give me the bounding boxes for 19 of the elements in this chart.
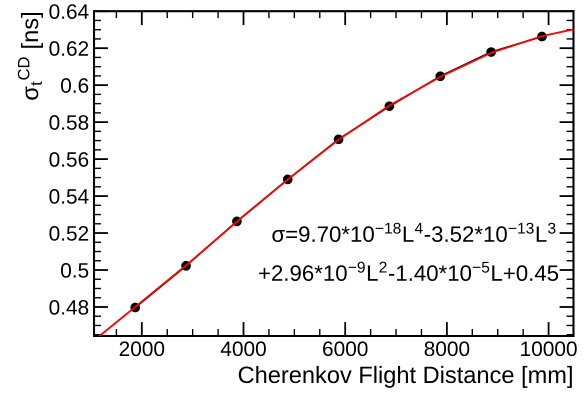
- x-tick-label: 10000: [521, 341, 577, 356]
- x-tick-label: 4000: [220, 341, 266, 356]
- x-axis-title: Cherenkov Flight Distance [mm]: [238, 366, 572, 388]
- y-tick-label: 0.54: [49, 189, 89, 204]
- y-tick-label: 0.5: [61, 263, 88, 278]
- y-tick-label: 0.52: [49, 226, 88, 241]
- y-tick-label: 0.6: [61, 78, 88, 93]
- y-tick-label: 0.48: [49, 300, 88, 315]
- y-tick-label: 0.64: [49, 4, 89, 19]
- y-tick-label: 0.58: [49, 115, 88, 130]
- y-tick-label: 0.56: [49, 152, 88, 167]
- y-axis-title: σ$_{t}$$^{CD}$ [ns]: [18, 13, 43, 100]
- x-tick-label: 2000: [120, 341, 164, 356]
- x-tick-label: 8000: [424, 341, 470, 356]
- annotation: +2.96*10$^{−9}$L$^{2}$-1.40*10$^{−5}$L+0.45: [259, 262, 558, 281]
- line-series: [98, 28, 574, 336]
- annotation: σ=9.70*10$^{−18}$L$^{4}$-3.52*10$^{−13}$L$^{3}$: [272, 222, 556, 242]
- y-tick-label: 0.62: [49, 41, 88, 56]
- x-tick-label: 6000: [323, 341, 368, 356]
